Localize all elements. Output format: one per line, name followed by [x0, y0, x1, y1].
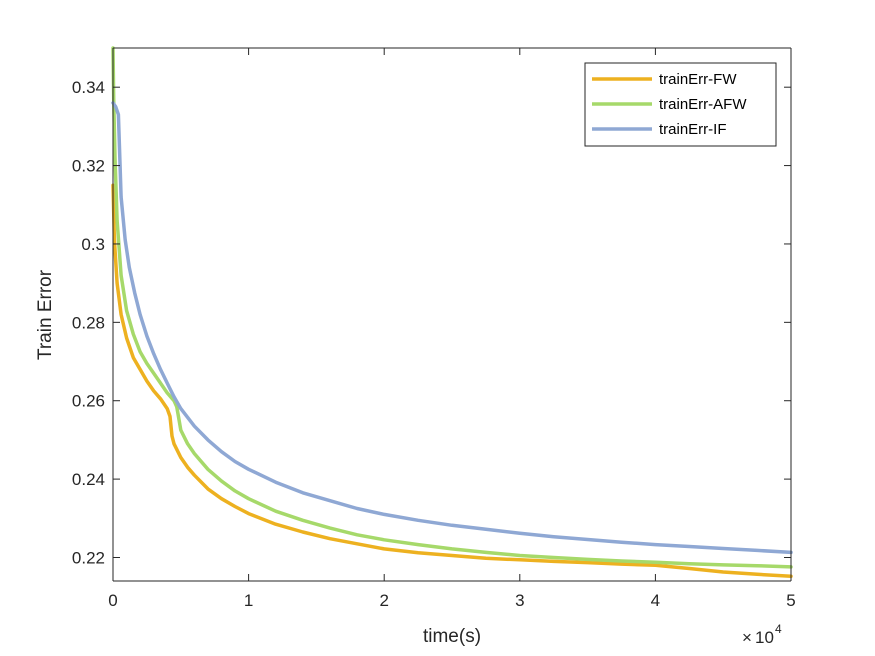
series-line-trainErr-FW — [111, 183, 793, 579]
y-ticks: 0.22 0.24 0.26 0.28 0.3 0.32 0.34 — [72, 78, 791, 567]
x-multiplier-times: × — [742, 628, 752, 647]
x-tick-label: 1 — [244, 591, 253, 610]
y-axis-label: Train Error — [35, 269, 56, 360]
x-tick-label: 0 — [108, 591, 117, 610]
x-tick-label: 2 — [379, 591, 388, 610]
series-lines — [111, 46, 793, 579]
x-tick-label: 4 — [651, 591, 660, 610]
x-multiplier: × 10 4 — [742, 622, 782, 647]
y-tick-label: 0.26 — [72, 392, 105, 411]
y-tick-label: 0.24 — [72, 470, 105, 489]
legend-label-trainErr-AFW: trainErr-AFW — [659, 96, 747, 113]
y-tick-label: 0.28 — [72, 313, 105, 332]
legend-label-trainErr-IF: trainErr-IF — [659, 121, 727, 138]
legend: trainErr-FW trainErr-AFW trainErr-IF — [584, 62, 777, 147]
y-tick-label: 0.34 — [72, 78, 105, 97]
series-line-trainErr-IF — [111, 101, 793, 555]
axes-frame — [112, 47, 792, 582]
x-multiplier-base: 10 — [755, 628, 774, 647]
x-tick-label: 5 — [786, 591, 795, 610]
y-tick-label: 0.32 — [72, 157, 105, 176]
legend-label-trainErr-FW: trainErr-FW — [659, 71, 737, 88]
y-tick-label: 0.22 — [72, 548, 105, 567]
x-axis-label: time(s) — [423, 626, 481, 647]
x-tick-label: 3 — [515, 591, 524, 610]
series-line-trainErr-AFW — [111, 46, 793, 569]
x-multiplier-exponent: 4 — [775, 622, 782, 636]
y-tick-label: 0.3 — [81, 235, 105, 254]
x-ticks: 0 1 2 3 4 5 — [108, 48, 796, 610]
